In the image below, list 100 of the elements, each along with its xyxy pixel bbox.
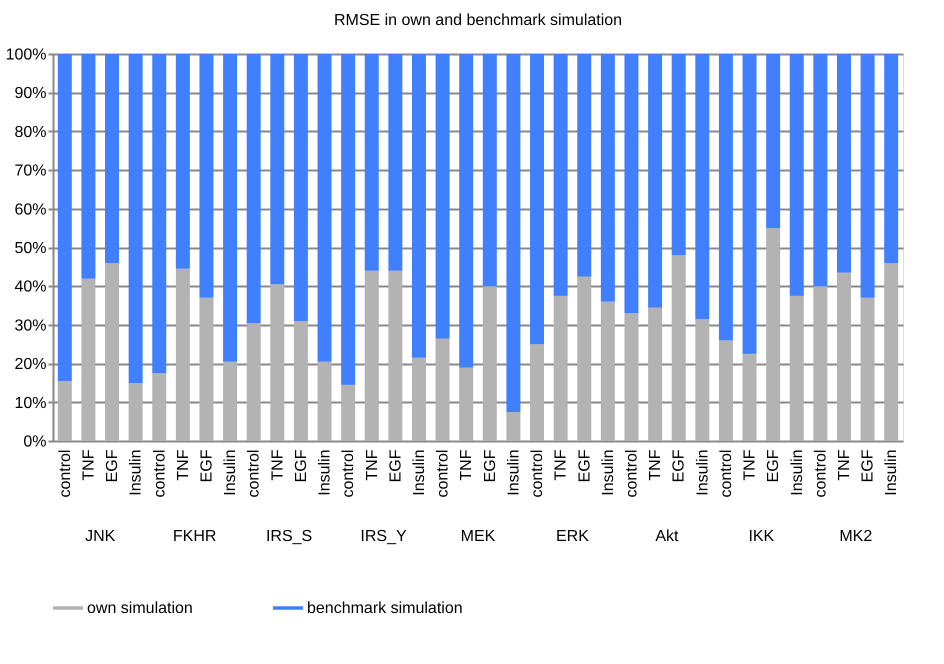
x-tick-label: TNF	[552, 449, 570, 481]
x-tick-label: EGF	[576, 449, 594, 482]
bar	[246, 322, 261, 441]
text: IKK	[748, 528, 775, 545]
bar	[341, 384, 356, 441]
x-tick-label: control	[434, 450, 452, 498]
x-tick-label: control	[529, 450, 546, 498]
text: MK2	[839, 528, 872, 545]
bar	[152, 373, 166, 441]
bar	[718, 54, 733, 340]
x-tick-label: Insulin	[222, 450, 240, 496]
bar	[836, 272, 851, 441]
bar	[648, 307, 662, 441]
x-tick-label: TNF	[742, 449, 759, 481]
bar	[436, 54, 450, 338]
x-tick-label: control	[151, 450, 168, 498]
text: FKHR	[172, 528, 216, 545]
x-tick-label: Insulin	[128, 450, 145, 496]
y-tick-label: 100%	[6, 46, 46, 64]
x-tick-label: TNF	[174, 449, 192, 481]
bar	[506, 54, 520, 412]
bar	[412, 358, 426, 441]
x-tick-label: control	[56, 450, 74, 498]
x-tick-label: Insulin	[694, 450, 712, 496]
bar	[672, 255, 686, 441]
x-tick-label: control	[246, 450, 263, 498]
y-tick-label: 90%	[14, 85, 46, 102]
bar	[860, 54, 875, 298]
bar	[695, 54, 710, 320]
x-tick-label: Insulin	[883, 450, 900, 496]
bar	[199, 298, 214, 441]
bar	[176, 268, 190, 441]
bar	[766, 54, 780, 228]
bar	[554, 54, 568, 296]
x-tick-label: Insulin	[316, 450, 334, 496]
x-tick-label: control	[812, 450, 830, 498]
bar	[388, 270, 402, 441]
x-tick-label: control	[718, 450, 735, 498]
y-tick-label: 40%	[14, 278, 46, 296]
bar	[577, 54, 592, 277]
x-tick-label: EGF	[292, 449, 310, 482]
x-tick-label: TNF	[647, 449, 664, 481]
bar	[790, 54, 804, 296]
x-tick-label: EGF	[765, 449, 782, 482]
x-tick-label: Insulin	[600, 450, 617, 496]
bar	[58, 54, 72, 382]
bar	[884, 54, 898, 263]
bar	[860, 298, 875, 441]
bar	[341, 54, 356, 385]
bar	[176, 54, 190, 269]
bar	[648, 54, 662, 308]
y-tick-label: 50%	[14, 240, 46, 257]
bar	[624, 54, 638, 314]
bar	[318, 54, 332, 362]
bar	[530, 54, 544, 344]
bar	[246, 54, 261, 323]
bar	[199, 54, 214, 298]
text: JNK	[85, 528, 116, 545]
bar	[766, 228, 780, 441]
bar	[270, 284, 284, 441]
text: Akt	[655, 528, 679, 545]
text: IRS_S	[266, 528, 312, 545]
bar	[813, 54, 828, 286]
bar	[624, 313, 638, 441]
y-tick-label: 80%	[14, 124, 46, 141]
bar	[388, 54, 402, 271]
legend-label: benchmark simulation	[307, 600, 463, 617]
x-tick-label: control	[623, 450, 640, 498]
bar	[270, 54, 284, 284]
x-tick-label: Insulin	[788, 450, 806, 496]
bar	[223, 54, 238, 362]
bar	[223, 362, 238, 441]
bar	[742, 354, 757, 441]
y-tick-label: 0%	[23, 434, 46, 450]
bar	[412, 54, 426, 358]
x-tick-label: TNF	[269, 449, 286, 481]
bar	[813, 286, 828, 441]
bar	[128, 382, 143, 441]
x-tick-label: EGF	[104, 449, 122, 482]
bar	[600, 302, 615, 441]
bar	[482, 54, 497, 286]
bar	[742, 54, 757, 354]
x-tick-label: TNF	[458, 449, 476, 481]
bar	[790, 296, 804, 441]
bar	[530, 344, 544, 441]
bar	[294, 321, 308, 441]
text: IRS_Y	[360, 528, 407, 545]
y-tick-label: 20%	[14, 356, 46, 374]
x-tick-label: TNF	[836, 449, 853, 481]
bar	[81, 54, 96, 278]
text: MEK	[460, 528, 496, 545]
bar	[436, 338, 450, 441]
bar	[81, 278, 96, 441]
x-tick-label: EGF	[670, 449, 688, 482]
bar	[884, 262, 898, 441]
bar	[459, 54, 474, 368]
bar	[695, 319, 710, 441]
y-tick-label: 70%	[14, 162, 46, 180]
y-tick-label: 30%	[14, 317, 46, 334]
x-tick-label: TNF	[364, 449, 381, 481]
